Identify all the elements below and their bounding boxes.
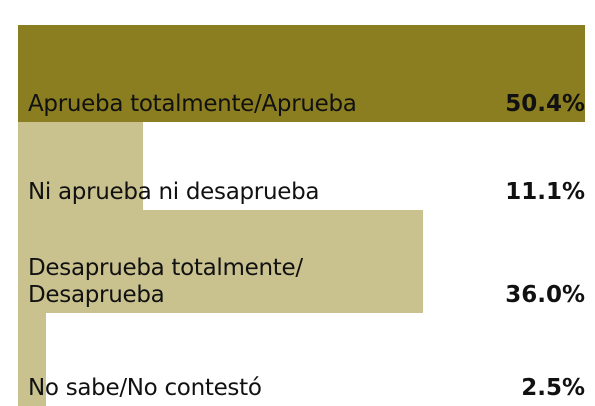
bar [18,122,143,210]
value-label: 2.5% [521,375,585,401]
category-label: Desaprueba totalmente/ Desaprueba [28,255,303,308]
bar [18,313,47,406]
category-label: Aprueba totalmente/Aprueba [28,91,357,117]
bar-row: Ni aprueba ni desaprueba 11.1% [0,122,595,210]
value-label: 36.0% [505,282,585,308]
bar-row: No sabe/No contestó 2.5% [0,313,595,406]
bar [18,25,585,122]
bar-row: Desaprueba totalmente/ Desaprueba 36.0% [0,210,595,313]
category-label: Ni aprueba ni desaprueba [28,179,320,205]
value-label: 11.1% [505,179,585,205]
bar-row: Aprueba totalmente/Aprueba 50.4% [0,25,595,122]
bar [18,210,423,313]
value-label: 50.4% [505,91,585,117]
category-label: No sabe/No contestó [28,375,262,401]
